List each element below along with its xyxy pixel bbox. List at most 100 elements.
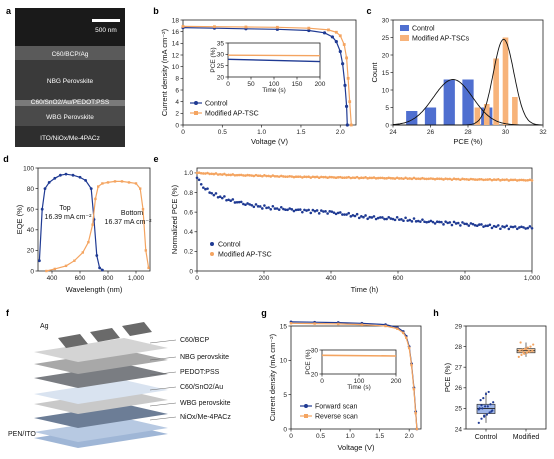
data-point-modified — [345, 176, 348, 179]
box-data-point — [518, 349, 521, 352]
legend-entry: Forward scan — [315, 403, 358, 410]
data-point-modified — [374, 177, 378, 180]
data-point-modified — [499, 179, 502, 182]
data-point-modified — [263, 174, 266, 177]
data-point-control — [522, 226, 525, 229]
data-point-bottom — [147, 266, 150, 270]
data-point-modified — [290, 175, 294, 178]
data-point-control — [261, 207, 264, 210]
data-point-modified — [275, 25, 279, 29]
data-point-modified — [195, 171, 199, 175]
data-point-modified — [351, 176, 355, 179]
data-point-modified — [490, 178, 494, 182]
data-point-control — [307, 28, 311, 33]
x-tick-label: 400 — [326, 275, 337, 282]
box-data-point — [524, 347, 528, 351]
data-point-modified — [309, 176, 313, 179]
data-point-modified — [197, 171, 201, 174]
data-point-modified — [322, 175, 325, 179]
data-point-modified — [317, 176, 321, 180]
data-point-control — [410, 220, 414, 223]
x-tick-label: 0 — [181, 129, 185, 136]
data-point-control — [429, 219, 433, 223]
x-tick-label: 150 — [292, 81, 303, 88]
x-tick-label: 1,000 — [524, 275, 541, 282]
data-point-control — [210, 191, 214, 195]
data-point-control — [454, 222, 458, 225]
y-tick-label: 10 — [382, 87, 390, 94]
data-point-control — [524, 227, 527, 230]
data-point-control — [290, 208, 294, 211]
sem-layer-label: C60/BCP/Ag — [52, 51, 89, 58]
x-tick-label: 1.0 — [257, 129, 266, 136]
data-point-control — [362, 215, 365, 219]
data-point-control — [435, 220, 439, 223]
data-point-modified — [181, 25, 185, 28]
data-point-control — [526, 226, 530, 230]
data-point-bottom — [134, 182, 138, 185]
legend-entry: Control — [205, 100, 228, 107]
x-category-label: Control — [475, 434, 498, 441]
data-point-control — [395, 215, 399, 219]
box-data-point — [529, 345, 532, 348]
data-point-reverse — [289, 322, 293, 325]
box-data-point — [480, 404, 483, 407]
data-point-modified — [330, 175, 334, 179]
y-tick-label: 5 — [385, 105, 389, 112]
x-tick-label: 0 — [320, 378, 324, 385]
stack-layer-c60-sno2 — [34, 390, 168, 414]
data-point-modified — [303, 175, 306, 179]
data-point-modified — [254, 173, 258, 177]
data-point-modified — [410, 177, 414, 181]
x-tick-label: 800 — [460, 275, 471, 282]
data-point-modified — [296, 175, 300, 178]
data-point-bottom — [127, 181, 131, 184]
data-point-control — [341, 213, 344, 216]
data-point-modified — [456, 177, 460, 181]
data-point-modified — [246, 173, 249, 177]
y-tick-label: 27 — [455, 365, 463, 372]
data-point-modified — [427, 177, 431, 181]
data-point-modified — [349, 176, 353, 180]
inset-b-pce-time: 0 50 100 150 200 20 25 30 35 Time (s) PCE (%) — [210, 40, 326, 94]
x-tick-label: 600 — [75, 275, 86, 282]
data-point-modified — [349, 123, 353, 127]
data-point-control — [271, 204, 275, 208]
data-point-control — [263, 204, 266, 207]
data-point-modified — [494, 178, 498, 182]
data-point-control — [494, 225, 498, 229]
stack-layer-label: PEDOT:PSS — [180, 369, 220, 376]
data-point-control — [197, 178, 201, 182]
data-point-modified — [199, 171, 203, 175]
data-point-control — [298, 208, 302, 211]
y-tick-label: 20 — [382, 52, 390, 59]
y-tick-label: 0 — [385, 122, 389, 129]
x-tick-label: 600 — [393, 275, 404, 282]
y-axis-label: PCE (%) — [210, 47, 217, 72]
stack-layer-nbg — [34, 364, 168, 388]
data-point-modified — [389, 176, 393, 180]
data-point-control — [309, 211, 313, 215]
y-axis-label: Normalized PCE (%) — [170, 184, 179, 254]
data-point-bottom — [106, 181, 110, 184]
data-point-modified — [513, 178, 517, 182]
data-point-control — [419, 220, 422, 223]
y-tick-label: 24 — [455, 426, 463, 433]
legend-entry: Reverse scan — [315, 413, 358, 420]
data-point-modified — [402, 177, 405, 181]
data-point-top — [78, 175, 82, 179]
box-data-point — [525, 351, 529, 354]
x-tick-label: 200 — [259, 275, 270, 282]
data-point-control — [345, 123, 349, 127]
sem-recombination-layer — [15, 100, 125, 106]
panel-b-jv-curve: b 0 0.5 1.0 1.5 2.0 0 2 4 6 8 10 12 14 16 18 Voltage (V)… — [153, 6, 357, 146]
data-point-control — [254, 203, 258, 206]
stack-leader-line — [149, 402, 177, 407]
data-point-modified — [307, 175, 310, 179]
data-point-modified — [505, 178, 509, 181]
panel-label-d: d — [3, 154, 9, 164]
data-point-control — [273, 207, 277, 210]
data-point-modified — [237, 173, 241, 177]
panel-c-pce-histogram: c 24 26 28 30 32 0 5 10 15 20 25 30 PCE (%) Count Contr… — [366, 6, 547, 146]
panel-label-g: g — [261, 308, 267, 318]
